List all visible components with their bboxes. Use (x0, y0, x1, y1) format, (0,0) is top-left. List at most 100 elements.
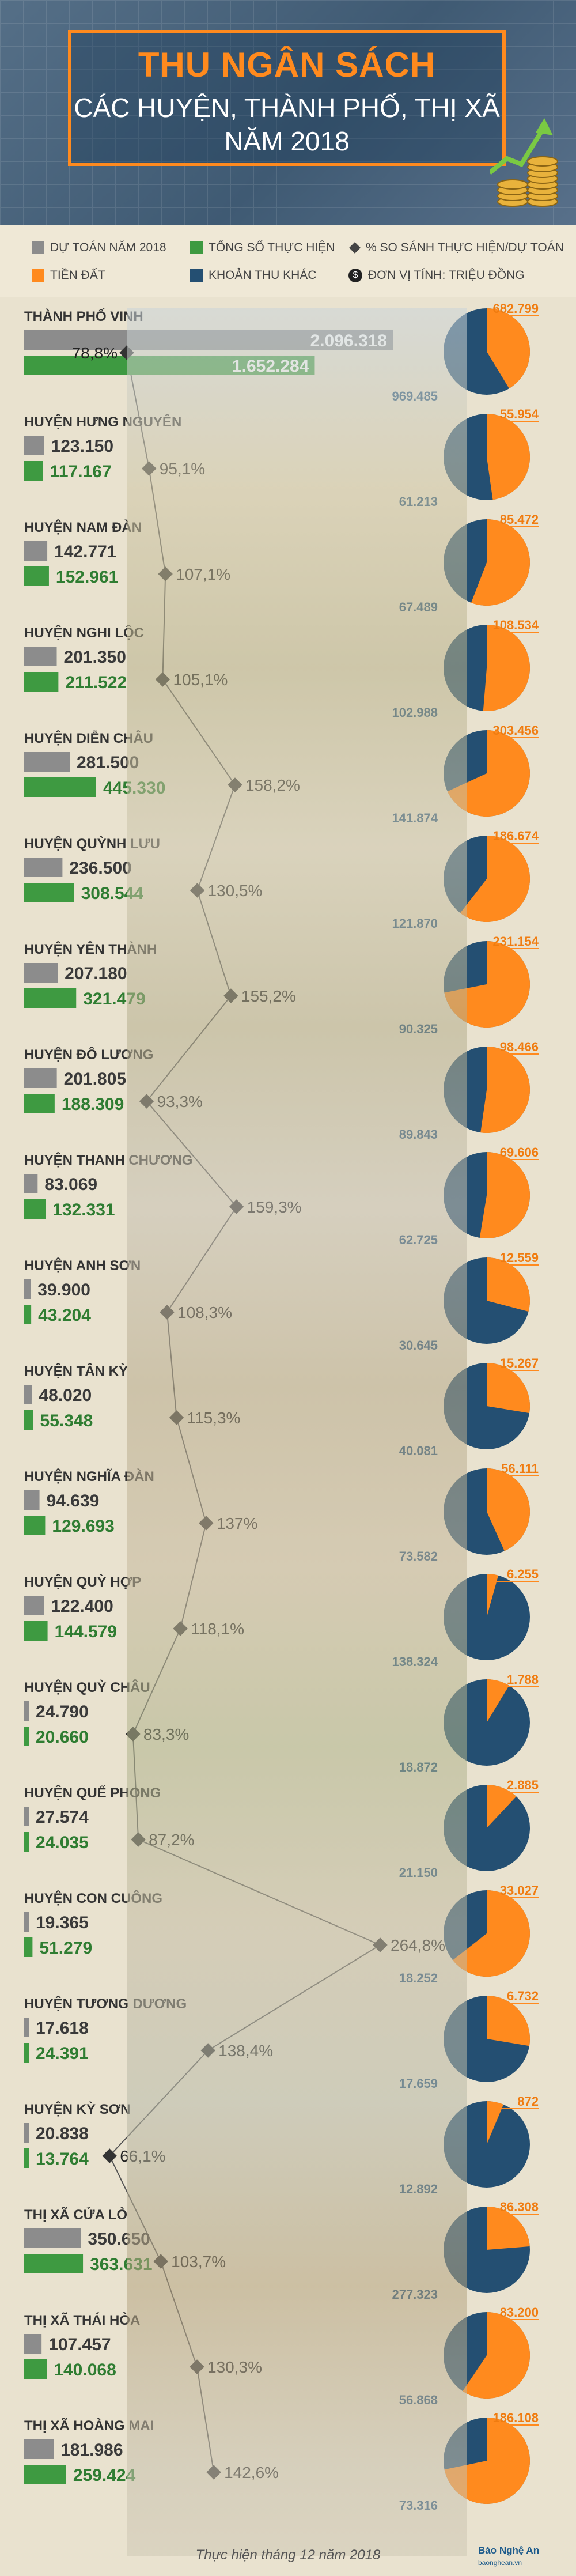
budget-bar (24, 436, 44, 455)
title-frame: THU NGÂN SÁCH CÁC HUYỆN, THÀNH PHỐ, THỊ … (68, 30, 506, 166)
pie-slice-land (453, 1890, 530, 1977)
pie-slice-land (487, 1679, 509, 1723)
footer: Thực hiện tháng 12 năm 2018 Báo Nghệ An b… (0, 2541, 576, 2576)
land-value: 108.534 (492, 618, 539, 632)
actual-value: 55.348 (40, 1411, 93, 1430)
actual-bar (24, 1621, 48, 1641)
actual-value: 13.764 (36, 2150, 89, 2169)
budget-value: 94.639 (47, 1491, 100, 1510)
actual-bar (24, 461, 43, 481)
land-value: 6.732 (507, 1989, 539, 2003)
actual-value: 43.204 (38, 1306, 91, 1325)
actual-value: 188.309 (62, 1095, 124, 1114)
actual-bar (24, 2359, 47, 2379)
district-name: HUYỆN ANH SƠN (24, 1257, 141, 1274)
legend-budget-label: DỰ TOÁN NĂM 2018 (50, 241, 166, 254)
legend-ratio-label: % SO SÁNH THỰC HIỆN/DỰ TOÁN (366, 241, 564, 254)
pie-slice-land (487, 308, 530, 389)
district-name: THỊ XÃ THÁI HÒA (24, 2312, 140, 2328)
land-value: 186.108 (492, 2411, 539, 2425)
pie-slice-land (487, 1574, 499, 1617)
title-line-3: NĂM 2018 (224, 126, 350, 156)
logo-name: Báo Nghệ An (478, 2545, 540, 2556)
money-icon: $ (348, 269, 362, 282)
actual-bar (24, 1094, 55, 1113)
budget-value: 83.069 (44, 1175, 97, 1194)
actual-value: 117.167 (50, 462, 112, 481)
pie-slice-land (487, 1785, 517, 1828)
budget-bar (24, 2018, 29, 2037)
background-grid (0, 0, 576, 225)
budget-bar (24, 541, 48, 561)
budget-value: 19.365 (36, 1913, 89, 1932)
pie-slice-land (487, 2207, 530, 2250)
budget-bar (24, 1385, 32, 1404)
land-value: 1.788 (507, 1672, 539, 1687)
budget-value: 201.805 (64, 1070, 126, 1089)
land-value: 86.308 (500, 2200, 539, 2214)
actual-bar (24, 1832, 29, 1852)
footer-note: Thực hiện tháng 12 năm 2018 (195, 2547, 381, 2563)
legend-ratio: % SO SÁNH THỰC HIỆN/DỰ TOÁN (348, 241, 564, 255)
actual-value: 259.424 (73, 2466, 136, 2485)
budget-bar (24, 1068, 57, 1088)
legend-land-swatch (32, 269, 44, 282)
pie-slice-land (487, 2101, 504, 2144)
actual-value: 152.961 (56, 568, 118, 587)
legend-budget-swatch (32, 241, 44, 254)
pie-slice-land (447, 730, 530, 817)
budget-bar (24, 647, 57, 666)
actual-bar (24, 988, 77, 1008)
actual-value: 132.331 (52, 1200, 115, 1219)
district-name: HUYỆN KỲ SƠN (24, 2101, 131, 2117)
budget-bar (24, 1701, 29, 1721)
budget-value: 207.180 (65, 964, 127, 983)
logo[interactable]: Báo Nghệ An baonghean.vn (478, 2545, 539, 2568)
budget-bar (24, 2439, 54, 2459)
legend-land: TIỀN ĐẤT (32, 269, 105, 282)
land-value: 98.466 (500, 1040, 539, 1054)
ratio-label: 78,8% (72, 344, 118, 362)
budget-value: 122.400 (51, 1597, 113, 1616)
pie-slice-land (483, 625, 530, 711)
actual-value: 140.068 (54, 2360, 116, 2379)
legend-actual-label: TỔNG SỐ THỰC HIỆN (209, 241, 335, 254)
land-value: 69.606 (500, 1145, 539, 1159)
land-value: 6.255 (507, 1567, 539, 1581)
budget-value: 142.771 (54, 542, 116, 561)
pie-slice-land (479, 1152, 530, 1238)
coins-icon (490, 118, 558, 207)
budget-bar (24, 1596, 44, 1615)
budget-value: 236.500 (69, 859, 131, 878)
budget-bar (24, 1912, 29, 1932)
land-value: 682.799 (492, 301, 539, 316)
actual-bar (24, 1305, 32, 1324)
budget-value: 48.020 (39, 1386, 92, 1405)
actual-bar (24, 566, 49, 586)
actual-bar (24, 1199, 46, 1219)
actual-value: 20.660 (36, 1728, 89, 1747)
district-name: HUYỆN QUỲ HỢP (24, 1574, 141, 1590)
pie-slice-land (487, 414, 530, 500)
budget-value: 39.900 (37, 1281, 90, 1300)
pie-slice-land (480, 1047, 530, 1133)
budget-bar (24, 1174, 38, 1193)
land-value: 186.674 (492, 829, 539, 843)
budget-bar (24, 1490, 40, 1510)
actual-bar (24, 1410, 33, 1430)
budget-bar (24, 963, 58, 983)
budget-bar (24, 752, 70, 772)
pie-slice-land (487, 1257, 530, 1312)
land-value: 85.472 (500, 512, 539, 527)
budget-value: 107.457 (48, 2335, 111, 2354)
actual-bar (24, 1516, 46, 1535)
budget-value: 201.350 (64, 648, 126, 667)
district-name: HUYỆN NAM ĐÀN (24, 519, 142, 535)
actual-value: 24.391 (36, 2044, 89, 2063)
actual-value: 51.279 (39, 1939, 92, 1958)
actual-bar (24, 2465, 66, 2484)
actual-bar (24, 2148, 29, 2168)
pie-slice-land (487, 1363, 530, 1414)
legend-land-label: TIỀN ĐẤT (50, 269, 105, 282)
land-value: 2.885 (507, 1778, 539, 1792)
